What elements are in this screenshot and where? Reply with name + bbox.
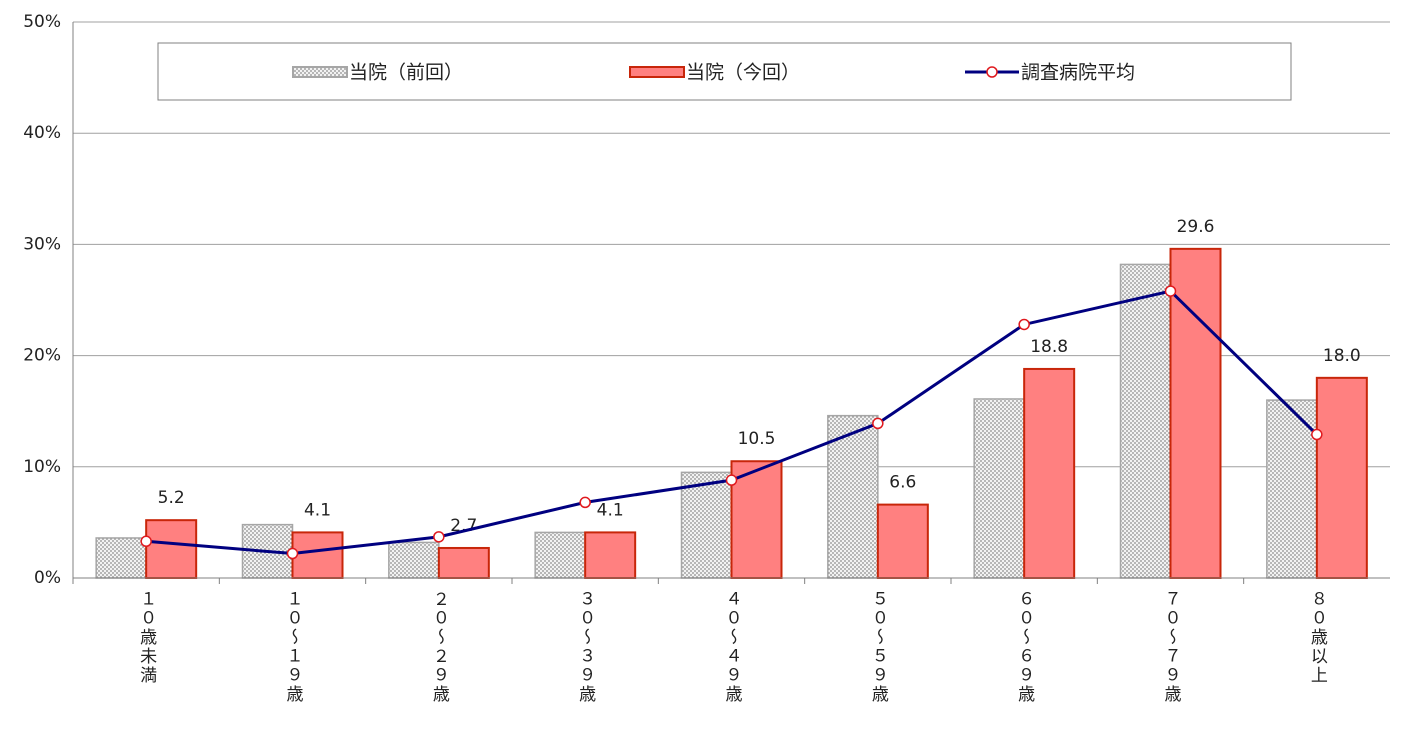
bar: [680, 471, 733, 579]
data-label: 6.6: [889, 473, 916, 493]
bar: [973, 398, 1025, 579]
bar: [1119, 263, 1172, 579]
data-label: 5.2: [158, 488, 185, 508]
line-marker: [1164, 285, 1177, 297]
bar: [876, 503, 929, 579]
x-tick-label: ６０～６９歳: [1014, 590, 1035, 704]
data-label: 18.0: [1323, 346, 1361, 366]
bar: [1169, 247, 1222, 580]
bar: [291, 531, 344, 580]
legend-swatch: [292, 66, 348, 78]
line-marker: [872, 417, 884, 430]
x-tick-label: ８０歳以上: [1307, 590, 1328, 685]
data-label: 4.1: [597, 500, 624, 520]
bar: [437, 546, 490, 580]
line-marker: [579, 496, 591, 509]
data-label: 18.8: [1030, 337, 1068, 357]
x-tick-label: ７０～７９歳: [1161, 590, 1182, 704]
x-tick-label: １０～１９歳: [283, 590, 304, 704]
legend-label: 調査病院平均: [1021, 62, 1135, 84]
line-marker: [140, 535, 152, 548]
legend-label: 当院（前回）: [349, 62, 463, 84]
x-tick-label: ４０～４９歳: [722, 590, 743, 704]
x-tick-label: ２０～２９歳: [429, 590, 450, 704]
bar: [145, 519, 198, 580]
x-tick-label: ５０～５９歳: [868, 590, 889, 704]
x-tick-label: ３０～３９歳: [575, 590, 596, 704]
y-tick-label: 50%: [23, 12, 61, 32]
bar: [1315, 376, 1368, 579]
data-label: 29.6: [1177, 217, 1215, 237]
line-marker: [286, 547, 299, 560]
bar: [1023, 367, 1076, 579]
line-marker: [433, 531, 445, 543]
data-label: 4.1: [304, 500, 331, 520]
y-tick-label: 20%: [23, 346, 61, 366]
y-tick-label: 10%: [23, 457, 61, 477]
line-marker: [725, 474, 738, 486]
data-label: 10.5: [738, 429, 776, 449]
bar: [95, 537, 147, 579]
legend-label: 当院（今回）: [686, 62, 800, 84]
legend-swatch: [629, 66, 685, 78]
bar: [388, 541, 440, 579]
data-label: 2.7: [450, 516, 477, 536]
y-tick-label: 0%: [34, 568, 61, 588]
line-marker: [1311, 428, 1323, 441]
y-tick-label: 40%: [23, 123, 61, 143]
bar: [534, 531, 586, 579]
y-tick-label: 30%: [23, 234, 61, 254]
legend-marker: [986, 66, 998, 78]
x-tick-label: １０歳未満: [136, 590, 157, 685]
line-marker: [1018, 318, 1030, 331]
bar: [584, 531, 637, 580]
